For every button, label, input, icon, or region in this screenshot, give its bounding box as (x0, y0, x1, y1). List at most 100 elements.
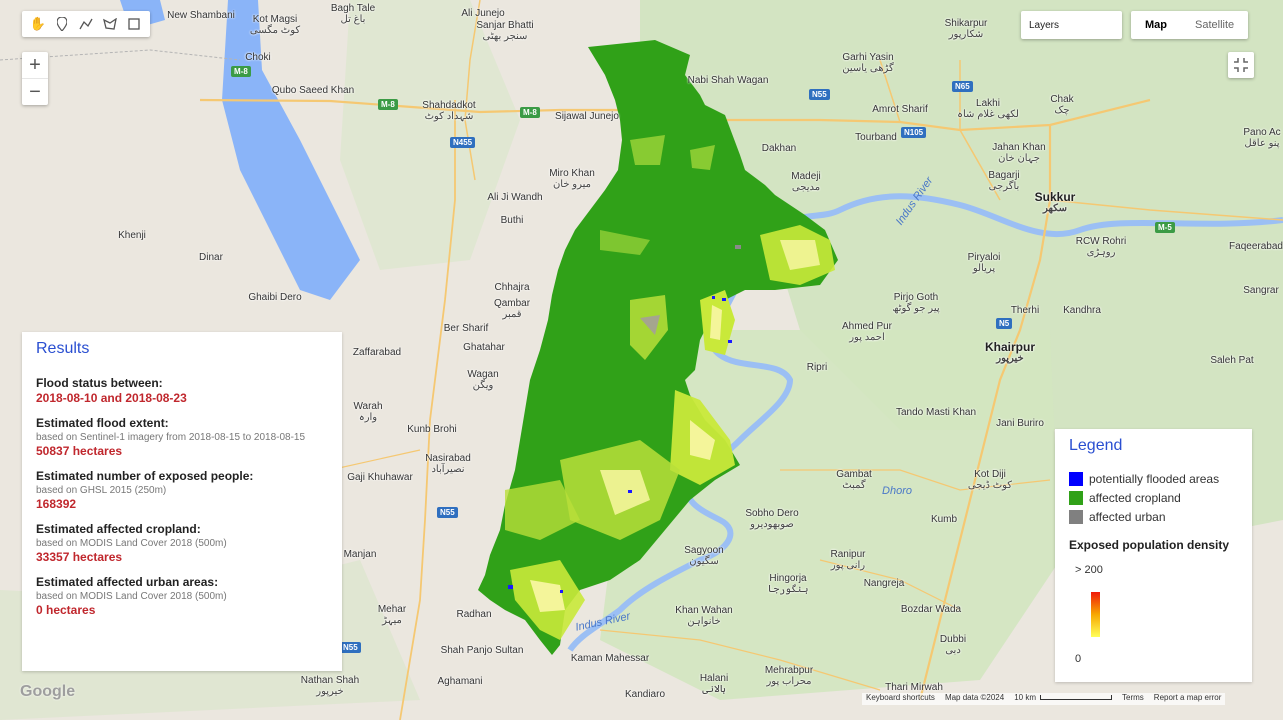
place-label: Mehrabpur محراب پور (764, 665, 814, 687)
marker-icon[interactable] (50, 13, 74, 35)
place-label: Miro Khan میرو خان (549, 168, 595, 190)
road-shield: M-8 (520, 107, 540, 118)
affected-urban-source: based on MODIS Land Cover 2018 (500m) (36, 591, 227, 602)
keyboard-shortcuts-link[interactable]: Keyboard shortcuts (866, 693, 935, 702)
exit-fullscreen-icon (1234, 58, 1248, 72)
report-error-link[interactable]: Report a map error (1153, 693, 1222, 702)
place-label: Sangrar (1243, 285, 1279, 296)
legend-label: affected urban (1089, 509, 1166, 524)
place-label: Ali Junejo (461, 8, 505, 19)
road-shield: N55 (809, 89, 830, 100)
polyline-icon[interactable] (74, 13, 98, 35)
affected-urban-label: Estimated affected urban areas: (36, 575, 219, 589)
place-label: Lakhi لکھی غلام شاہ (957, 98, 1019, 120)
place-label: Nathan Shah خیرپور (300, 675, 360, 697)
road-shield: M-8 (231, 66, 251, 77)
place-label: Bagh Tale باغ تل (330, 3, 376, 25)
place-label: Ali Ji Wandh (487, 192, 543, 203)
flood-status-value: 2018-08-10 and 2018-08-23 (36, 391, 187, 405)
google-logo[interactable]: Google (20, 683, 76, 700)
affected-cropland-label: Estimated affected cropland: (36, 522, 201, 536)
rectangle-icon[interactable] (122, 13, 146, 35)
place-label: Sobho Dero صوبھودیرو (745, 508, 799, 530)
flood-extent-source: based on Sentinel-1 imagery from 2018-08… (36, 432, 306, 443)
place-label: Kunb Brohi (407, 424, 457, 435)
road-shield: N5 (996, 318, 1013, 329)
place-label: Buthi (500, 215, 524, 226)
legend-item-urban: affected urban (1069, 507, 1238, 526)
place-label: Dubbi دبی (939, 634, 967, 656)
legend-swatch (1069, 490, 1083, 505)
place-label: Gaji Khuhawar (347, 472, 413, 483)
place-label: Halani ہالانی (699, 673, 729, 695)
place-label: Thari Mirwah (885, 682, 943, 693)
place-label: Qambar قمبر (493, 298, 531, 320)
place-label: Chhajra (494, 282, 530, 293)
exposed-people-block: Estimated number of exposed people: base… (36, 469, 328, 512)
place-label: Faqeerabad (1229, 241, 1283, 252)
place-label: Nangreja (863, 578, 905, 589)
legend-item-cropland: affected cropland (1069, 488, 1238, 507)
place-label: Ripri (806, 362, 828, 373)
hand-pan-icon[interactable]: ✋ (29, 16, 47, 31)
terms-link[interactable]: Terms (1122, 693, 1144, 702)
affected-urban-value: 0 hectares (36, 603, 96, 617)
layers-label: Layers (1029, 20, 1060, 31)
map-type-satellite-button[interactable]: Satellite (1195, 19, 1235, 31)
place-label: Chak چک (1050, 94, 1074, 116)
fullscreen-button[interactable] (1228, 52, 1254, 78)
place-label: Nabi Shah Wagan (687, 75, 769, 86)
place-label: Bozdar Wada (900, 604, 962, 615)
place-label: Kumb (930, 514, 958, 525)
flood-extent-label: Estimated flood extent: (36, 416, 169, 430)
road-shield: M-8 (378, 99, 398, 110)
zoom-control: + − (22, 52, 48, 105)
flood-status-block: Flood status between: 2018-08-10 and 201… (36, 376, 328, 406)
layers-button[interactable]: Layers (1021, 11, 1122, 39)
map-type-control: Map Satellite (1131, 11, 1249, 39)
place-label: Bagarji باگرجی (988, 170, 1020, 192)
place-label: Pirjo Goth پیر جو گوٹھ (892, 292, 940, 314)
exposed-people-value: 168392 (36, 497, 77, 511)
road-shield: M-5 (1155, 222, 1175, 233)
place-label: Ahmed Pur احمد پور (841, 321, 893, 343)
place-label: Therhi (1010, 305, 1040, 316)
place-label: Zaffarabad (352, 347, 402, 358)
flood-extent-block: Estimated flood extent: based on Sentine… (36, 416, 328, 459)
place-label: Amrot Sharif (872, 104, 928, 115)
place-label: Mehar میہڑ (377, 604, 407, 626)
legend-swatch (1069, 509, 1083, 524)
legend-panel: Legend potentially flooded areas affecte… (1055, 429, 1252, 682)
legend-swatch (1069, 471, 1083, 486)
place-label: Warah وارہ (353, 401, 383, 423)
polygon-icon[interactable] (98, 13, 122, 35)
density-color-ramp (1091, 592, 1100, 637)
affected-cropland-value: 33357 hectares (36, 550, 123, 564)
place-label: Tando Masti Khan (895, 407, 977, 418)
zoom-in-button[interactable]: + (29, 53, 41, 76)
scale-bar[interactable]: 10 km (1014, 693, 1113, 705)
place-label: Pano Ac پنو عاقل (1243, 127, 1281, 149)
place-label: Sijawal Junejo (555, 111, 619, 122)
zoom-out-button[interactable]: − (22, 78, 48, 105)
place-label: Gambat گمبٹ (836, 469, 872, 491)
place-label: Kot Magsi کوٹ مگسی (249, 14, 301, 36)
map-type-map-button[interactable]: Map (1145, 19, 1167, 31)
legend-title: Legend (1069, 437, 1123, 454)
flood-status-label: Flood status between: (36, 376, 163, 390)
place-label: Tourband (855, 132, 897, 143)
road-shield: N455 (450, 137, 476, 148)
legend-label: potentially flooded areas (1089, 471, 1220, 486)
density-title: Exposed population density (1069, 538, 1230, 552)
map-data-text: Map data ©2024 (944, 693, 1005, 702)
road-shield: N55 (340, 642, 361, 653)
density-max-label: > 200 (1075, 564, 1103, 576)
place-label: Ber Sharif (443, 323, 489, 334)
place-label: Kaman Mahessar (570, 653, 650, 664)
place-label: Kot Diji کوٹ ڈیجی (967, 469, 1013, 491)
exposed-people-label: Estimated number of exposed people: (36, 469, 254, 483)
place-label: Shahdadkot شہداد کوٹ (422, 100, 476, 122)
place-label: Ghaibi Dero (248, 292, 302, 303)
drawing-toolbar: ✋ (22, 11, 150, 37)
affected-cropland-source: based on MODIS Land Cover 2018 (500m) (36, 538, 227, 549)
